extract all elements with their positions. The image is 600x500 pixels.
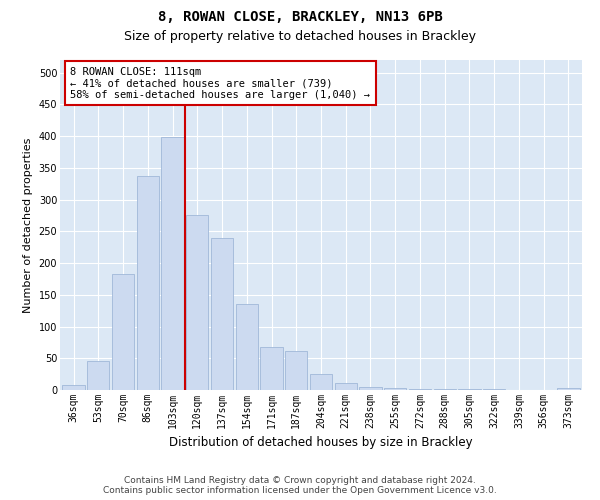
Text: Contains HM Land Registry data © Crown copyright and database right 2024.
Contai: Contains HM Land Registry data © Crown c… [103, 476, 497, 495]
Bar [137, 176, 159, 390]
Bar [260, 347, 283, 390]
Bar [186, 216, 208, 390]
Text: 8, ROWAN CLOSE, BRACKLEY, NN13 6PB: 8, ROWAN CLOSE, BRACKLEY, NN13 6PB [158, 10, 442, 24]
Bar [161, 138, 184, 390]
Bar [335, 383, 357, 390]
Bar [236, 304, 258, 390]
Bar [87, 361, 109, 390]
Bar [359, 387, 382, 390]
X-axis label: Distribution of detached houses by size in Brackley: Distribution of detached houses by size … [169, 436, 473, 450]
Text: 8 ROWAN CLOSE: 111sqm
← 41% of detached houses are smaller (739)
58% of semi-det: 8 ROWAN CLOSE: 111sqm ← 41% of detached … [70, 66, 370, 100]
Bar [112, 274, 134, 390]
Y-axis label: Number of detached properties: Number of detached properties [23, 138, 33, 312]
Bar [211, 238, 233, 390]
Text: Size of property relative to detached houses in Brackley: Size of property relative to detached ho… [124, 30, 476, 43]
Bar [310, 374, 332, 390]
Bar [557, 388, 580, 390]
Bar [409, 388, 431, 390]
Bar [384, 388, 406, 390]
Bar [62, 385, 85, 390]
Bar [285, 350, 307, 390]
